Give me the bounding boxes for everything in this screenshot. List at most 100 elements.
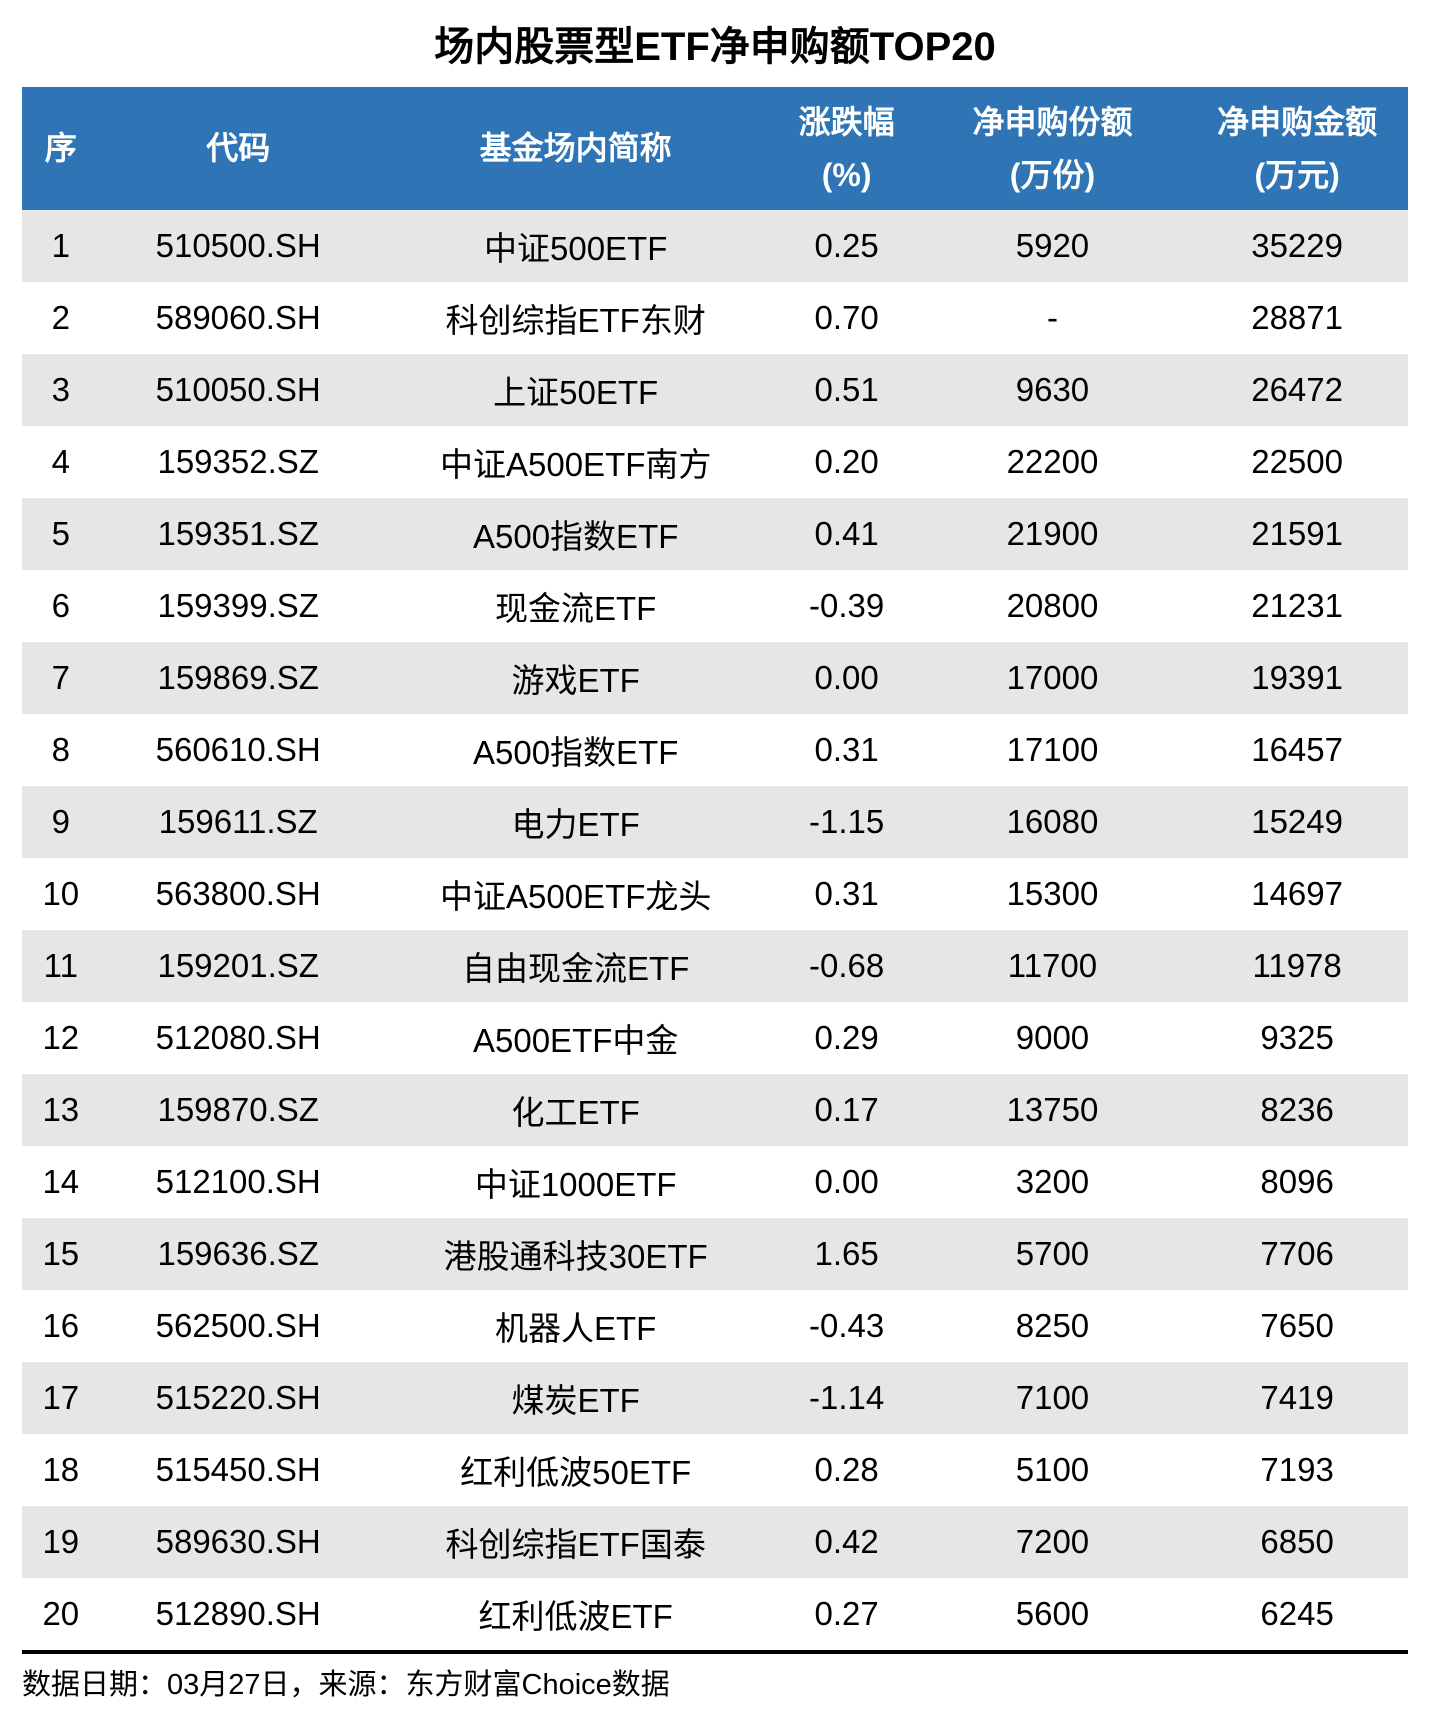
cell-net-amount: 19391 (1186, 642, 1408, 714)
cell-fund-name: A500指数ETF (376, 498, 775, 570)
column-header-rank: 序 (22, 87, 100, 210)
cell-code: 159201.SZ (99, 930, 377, 1002)
cell-net-shares: 11700 (918, 930, 1187, 1002)
cell-net-amount: 28871 (1186, 282, 1408, 354)
table-row: 4 159352.SZ 中证A500ETF南方 0.20 22200 22500 (22, 426, 1408, 498)
cell-fund-name: 机器人ETF (376, 1290, 775, 1362)
cell-code: 589630.SH (99, 1506, 377, 1578)
cell-fund-name: 红利低波50ETF (376, 1434, 775, 1506)
cell-net-shares: 7200 (918, 1506, 1187, 1578)
cell-rank: 2 (22, 282, 100, 354)
cell-fund-name: 上证50ETF (376, 354, 775, 426)
table-row: 20 512890.SH 红利低波ETF 0.27 5600 6245 (22, 1578, 1408, 1650)
cell-net-amount: 15249 (1186, 786, 1408, 858)
cell-fund-name: 游戏ETF (376, 642, 775, 714)
cell-net-amount: 7419 (1186, 1362, 1408, 1434)
cell-code: 159869.SZ (99, 642, 377, 714)
cell-net-shares: 17000 (918, 642, 1187, 714)
cell-code: 515220.SH (99, 1362, 377, 1434)
cell-net-shares: 17100 (918, 714, 1187, 786)
cell-net-amount: 14697 (1186, 858, 1408, 930)
table-row: 6 159399.SZ 现金流ETF -0.39 20800 21231 (22, 570, 1408, 642)
cell-net-shares: 7100 (918, 1362, 1187, 1434)
cell-code: 512080.SH (99, 1002, 377, 1074)
cell-net-amount: 7193 (1186, 1434, 1408, 1506)
cell-net-shares: 5920 (918, 210, 1187, 282)
cell-net-shares: - (918, 282, 1187, 354)
cell-code: 159352.SZ (99, 426, 377, 498)
cell-fund-name: 港股通科技30ETF (376, 1218, 775, 1290)
cell-net-shares: 22200 (918, 426, 1187, 498)
cell-change-pct: 0.29 (774, 1002, 919, 1074)
data-source-note: 数据日期：03月27日，来源：东方财富Choice数据 (22, 1669, 670, 1701)
column-header-change-pct: 涨跌幅 (%) (774, 87, 919, 210)
table-header: 序 代码 基金场内简称 (22, 87, 1408, 210)
cell-change-pct: -0.68 (774, 930, 919, 1002)
cell-fund-name: A500ETF中金 (376, 1002, 775, 1074)
cell-code: 159399.SZ (99, 570, 377, 642)
table-row: 19 589630.SH 科创综指ETF国泰 0.42 7200 6850 (22, 1506, 1408, 1578)
cell-net-amount: 26472 (1186, 354, 1408, 426)
table-header-row: 序 代码 基金场内简称 (22, 87, 1408, 210)
column-label: 代码 (206, 130, 271, 167)
column-header-code: 代码 (99, 87, 377, 210)
cell-net-amount: 21231 (1186, 570, 1408, 642)
cell-net-amount: 8096 (1186, 1146, 1408, 1218)
cell-net-amount: 35229 (1186, 210, 1408, 282)
cell-code: 560610.SH (99, 714, 377, 786)
cell-fund-name: 中证A500ETF龙头 (376, 858, 775, 930)
cell-change-pct: 0.42 (774, 1506, 919, 1578)
cell-fund-name: 中证1000ETF (376, 1146, 775, 1218)
cell-rank: 3 (22, 354, 100, 426)
cell-rank: 14 (22, 1146, 100, 1218)
cell-fund-name: 煤炭ETF (376, 1362, 775, 1434)
cell-fund-name: 中证A500ETF南方 (376, 426, 775, 498)
cell-code: 159870.SZ (99, 1074, 377, 1146)
cell-net-shares: 16080 (918, 786, 1187, 858)
cell-change-pct: 0.27 (774, 1578, 919, 1650)
column-label: 涨跌幅 (798, 103, 895, 140)
cell-fund-name: 电力ETF (376, 786, 775, 858)
column-label: 净申购份额 (972, 103, 1133, 140)
cell-rank: 18 (22, 1434, 100, 1506)
cell-code: 510500.SH (99, 210, 377, 282)
cell-fund-name: 化工ETF (376, 1074, 775, 1146)
cell-rank: 12 (22, 1002, 100, 1074)
cell-code: 159611.SZ (99, 786, 377, 858)
table-row: 15 159636.SZ 港股通科技30ETF 1.65 5700 7706 (22, 1218, 1408, 1290)
table-row: 17 515220.SH 煤炭ETF -1.14 7100 7419 (22, 1362, 1408, 1434)
column-unit: (%) (821, 156, 872, 193)
table-row: 16 562500.SH 机器人ETF -0.43 8250 7650 (22, 1290, 1408, 1362)
cell-net-amount: 6850 (1186, 1506, 1408, 1578)
table-row: 10 563800.SH 中证A500ETF龙头 0.31 15300 14697 (22, 858, 1408, 930)
column-header-net-amount: 净申购金额 (万元) (1186, 87, 1408, 210)
cell-rank: 5 (22, 498, 100, 570)
cell-rank: 16 (22, 1290, 100, 1362)
cell-change-pct: 0.00 (774, 1146, 919, 1218)
cell-change-pct: -0.43 (774, 1290, 919, 1362)
cell-change-pct: 0.41 (774, 498, 919, 570)
column-label: 基金场内简称 (479, 130, 672, 167)
cell-rank: 7 (22, 642, 100, 714)
cell-net-amount: 11978 (1186, 930, 1408, 1002)
cell-net-shares: 5100 (918, 1434, 1187, 1506)
cell-rank: 10 (22, 858, 100, 930)
cell-change-pct: -1.14 (774, 1362, 919, 1434)
cell-change-pct: 0.25 (774, 210, 919, 282)
column-header-net-shares: 净申购份额 (万份) (918, 87, 1187, 210)
table-row: 11 159201.SZ 自由现金流ETF -0.68 11700 11978 (22, 930, 1408, 1002)
cell-change-pct: 0.31 (774, 858, 919, 930)
footer-divider-line (22, 1650, 1408, 1654)
page-title: 场内股票型ETF净申购额TOP20 (434, 25, 996, 69)
cell-net-shares: 9630 (918, 354, 1187, 426)
cell-net-shares: 3200 (918, 1146, 1187, 1218)
column-unit: (万份) (1009, 156, 1096, 193)
cell-code: 515450.SH (99, 1434, 377, 1506)
cell-net-shares: 5700 (918, 1218, 1187, 1290)
table-body: 1 510500.SH 中证500ETF 0.25 5920 35229 2 589060.S… (22, 210, 1408, 1650)
cell-code: 510050.SH (99, 354, 377, 426)
cell-change-pct: 0.31 (774, 714, 919, 786)
column-header-fund-name: 基金场内简称 (376, 87, 775, 210)
cell-code: 562500.SH (99, 1290, 377, 1362)
table-row: 18 515450.SH 红利低波50ETF 0.28 5100 7193 (22, 1434, 1408, 1506)
